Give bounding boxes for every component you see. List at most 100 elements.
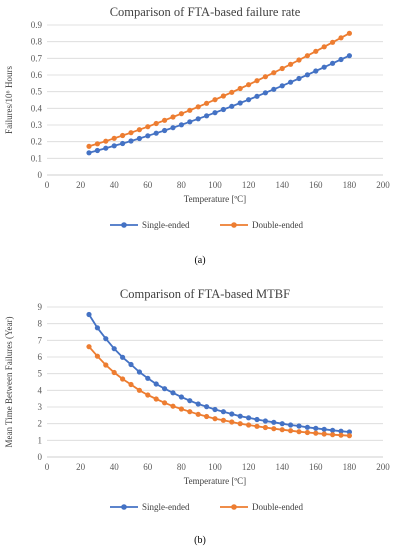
x-tick-label: 160: [309, 462, 323, 472]
data-point: [254, 78, 260, 84]
data-point: [145, 392, 151, 398]
data-point: [313, 68, 319, 74]
data-point: [120, 140, 126, 147]
data-point: [111, 135, 117, 141]
data-point: [204, 113, 210, 119]
data-point: [262, 74, 268, 80]
data-point: [288, 428, 294, 434]
chart-a: Comparison of FTA-based failure rate 0 0.1…: [4, 5, 390, 230]
data-point: [220, 417, 226, 423]
data-point: [128, 138, 134, 144]
y-tick-label: 0.4: [31, 103, 43, 113]
y-tick-label: 0.9: [31, 20, 43, 30]
data-point: [346, 429, 352, 435]
x-axis-label: Temperature [ºC]: [184, 476, 246, 486]
x-tick-label: 60: [143, 462, 153, 472]
data-point: [162, 386, 168, 392]
data-point: [195, 116, 201, 122]
data-point: [120, 132, 126, 139]
data-point: [153, 120, 159, 127]
data-point: [103, 362, 109, 368]
data-point: [271, 86, 277, 92]
legend-label-2: Double-ended: [252, 502, 303, 512]
data-point: [330, 432, 336, 438]
data-point: [346, 433, 352, 439]
data-point: [321, 44, 327, 50]
data-point: [153, 396, 159, 402]
data-point: [296, 429, 302, 435]
data-point: [220, 409, 226, 415]
data-point: [330, 60, 336, 66]
x-tick-label: 200: [376, 180, 390, 190]
legend-label-1: Single-ended: [142, 220, 190, 230]
chart-b: Comparison of FTA-based MTBF 0 1 2 3 4 5 6 7 8 9 0 2…: [4, 287, 390, 512]
data-point: [296, 75, 302, 82]
x-tick-label: 140: [275, 180, 289, 190]
x-tick-label: 100: [208, 180, 222, 190]
data-point: [195, 411, 201, 417]
y-tick-label: 3: [38, 402, 43, 412]
data-point: [136, 127, 142, 133]
x-tick-label: 200: [376, 462, 390, 472]
data-point: [212, 110, 218, 116]
data-point: [170, 390, 176, 396]
y-tick-label: 1: [38, 435, 43, 445]
data-point: [153, 381, 159, 387]
data-point: [338, 432, 344, 438]
data-point: [321, 426, 327, 432]
x-tick-label: 40: [110, 462, 120, 472]
data-point: [330, 427, 336, 433]
data-point: [229, 89, 235, 95]
x-tick-label: 140: [275, 462, 289, 472]
x-tick-label: 160: [309, 180, 323, 190]
y-tick-label: 0.5: [31, 87, 43, 97]
y-tick-label: 5: [38, 369, 43, 379]
data-point: [338, 56, 344, 63]
data-point: [229, 103, 235, 109]
x-tick-label: 0: [45, 462, 50, 472]
chart-title: Comparison of FTA-based failure rate: [110, 5, 301, 19]
data-point: [304, 424, 310, 430]
x-tick-label: 20: [76, 180, 86, 190]
data-point: [170, 125, 176, 131]
series-line-1: [88, 314, 350, 433]
data-point: [313, 430, 319, 436]
data-point: [279, 427, 285, 433]
legend-marker-2: [231, 504, 237, 510]
data-point: [187, 398, 193, 404]
data-point: [86, 150, 92, 156]
y-tick-label: 0.7: [31, 53, 43, 63]
data-point: [330, 39, 336, 45]
data-point: [271, 426, 277, 432]
data-point: [254, 416, 260, 423]
data-point: [178, 122, 184, 128]
data-point: [103, 145, 109, 151]
caption-a: (a): [194, 255, 206, 266]
data-point: [254, 93, 260, 99]
data-point: [229, 411, 235, 417]
data-point: [145, 124, 151, 130]
data-point: [162, 127, 168, 134]
x-tick-label: 60: [143, 180, 153, 190]
data-point: [304, 53, 310, 59]
x-tick-label: 40: [110, 180, 120, 190]
caption-b: (b): [194, 535, 206, 546]
data-point: [162, 400, 168, 406]
x-tick-label: 180: [343, 462, 357, 472]
legend-marker-2: [231, 222, 237, 228]
data-point: [195, 401, 201, 407]
data-point: [94, 325, 100, 331]
x-tick-label: 80: [177, 462, 187, 472]
data-point: [304, 429, 310, 436]
data-point: [111, 369, 117, 376]
data-point: [204, 404, 210, 410]
x-tick-label: 100: [208, 462, 222, 472]
data-point: [94, 353, 100, 359]
data-point: [296, 57, 302, 63]
data-point: [220, 93, 226, 99]
data-point: [288, 79, 294, 85]
data-point: [271, 419, 277, 425]
legend-marker-1: [121, 222, 127, 228]
y-tick-label: 7: [38, 335, 43, 345]
y-axis-label: Failures/10⁶ Hours: [4, 66, 14, 134]
